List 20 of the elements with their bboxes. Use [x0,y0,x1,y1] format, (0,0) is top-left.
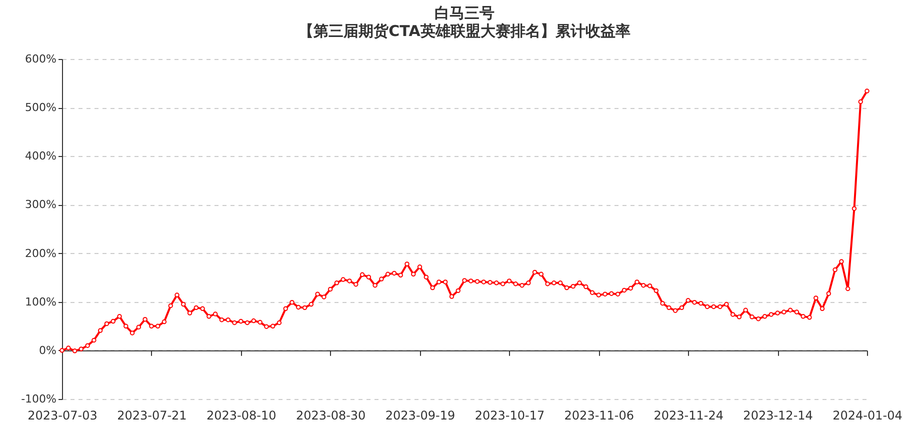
x-tick-label: 2023-08-10 [206,408,276,422]
y-tick-label: 500% [25,101,56,114]
x-tick-label: 2023-12-14 [743,408,813,422]
y-tick-label: 200% [25,246,56,260]
y-tick-label: 600% [25,52,56,66]
x-tick-label: 2024-01-04 [832,408,902,422]
y-tick-label: 0% [39,344,56,357]
x-tick-label: 2023-08-30 [296,408,366,422]
x-tick-label: 2023-09-19 [385,408,456,422]
x-tick-label: 2023-11-06 [564,408,634,422]
y-tick-label: 100% [25,295,56,308]
chart-subtitle: 【第三届期货CTA英雄联盟大赛排名】累计收益率 [298,22,630,40]
x-tick-label: 2023-10-17 [474,408,545,422]
x-tick-label: 2023-11-24 [654,408,724,422]
y-tick-label: 300% [25,198,56,212]
y-tick-label: -100% [21,392,56,406]
chart-title: 白马三号 [434,4,494,22]
y-tick-label: 400% [25,150,56,163]
x-tick-label: 2023-07-03 [28,408,98,422]
x-tick-label: 2023-07-21 [117,408,187,422]
